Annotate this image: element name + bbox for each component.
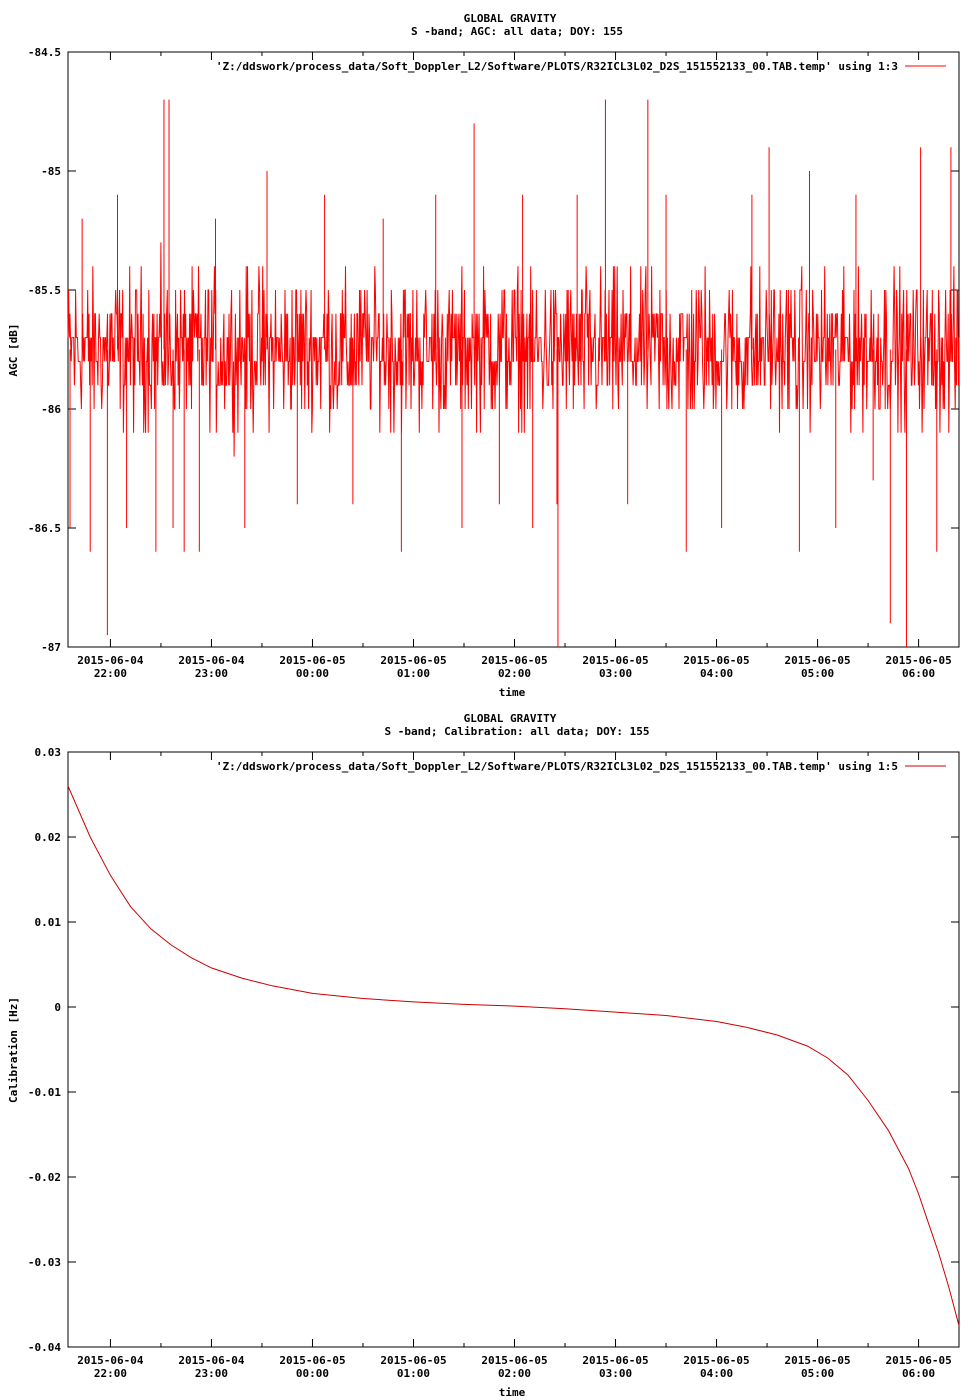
- chart1-xtick-date: 2015-06-05: [481, 654, 547, 667]
- agc-chart: GLOBAL GRAVITY S -band; AGC: all data; D…: [7, 12, 960, 699]
- chart2-xtick-time: 01:00: [397, 1367, 430, 1380]
- chart1-ytick-label: -86: [41, 403, 61, 416]
- chart2-xtick-time: 02:00: [498, 1367, 531, 1380]
- chart1-xtick-date: 2015-06-05: [683, 654, 749, 667]
- chart2-ytick-label: 0.01: [35, 916, 62, 929]
- chart2-xtick-date: 2015-06-05: [885, 1354, 951, 1367]
- chart2-xtick-date: 2015-06-04: [178, 1354, 245, 1367]
- chart2-plot-border: [67, 751, 960, 1348]
- chart1-xlabel: time: [499, 686, 526, 699]
- calibration-series-line: [67, 785, 960, 1326]
- chart2-xtick-time: 00:00: [296, 1367, 329, 1380]
- chart1-xtick-date: 2015-06-04: [178, 654, 245, 667]
- chart1-xtick-time: 06:00: [902, 667, 935, 680]
- chart1-xtick-time: 04:00: [700, 667, 733, 680]
- chart2-title: GLOBAL GRAVITY: [464, 712, 557, 725]
- chart1-ylabel: AGC [dB]: [7, 324, 20, 377]
- chart2-ytick-label: -0.02: [28, 1171, 61, 1184]
- chart2-ytick-label: -0.03: [28, 1256, 61, 1269]
- chart1-xtick-time: 01:00: [397, 667, 430, 680]
- chart1-legend-label: 'Z:/ddswork/process_data/Soft_Doppler_L2…: [216, 60, 898, 73]
- chart2-legend-label: 'Z:/ddswork/process_data/Soft_Doppler_L2…: [216, 760, 898, 773]
- chart1-xtick-time: 03:00: [599, 667, 632, 680]
- chart1-xtick-date: 2015-06-05: [380, 654, 446, 667]
- agc-series-line: [67, 242, 960, 457]
- chart2-xtick-date: 2015-06-04: [77, 1354, 144, 1367]
- chart2-xtick-time: 05:00: [801, 1367, 834, 1380]
- chart1-xtick-time: 00:00: [296, 667, 329, 680]
- chart2-ytick-label: -0.04: [28, 1341, 61, 1354]
- chart2-ytick-label: 0: [54, 1001, 61, 1014]
- chart1-xtick-date: 2015-06-05: [582, 654, 648, 667]
- chart1-ytick-label: -86.5: [28, 522, 61, 535]
- chart1-ytick-label: -84.5: [28, 46, 61, 59]
- chart2-xtick-date: 2015-06-05: [481, 1354, 547, 1367]
- chart2-ytick-label: 0.02: [35, 831, 62, 844]
- chart2-ytick-label: 0.03: [35, 746, 62, 759]
- chart2-xtick-date: 2015-06-05: [683, 1354, 749, 1367]
- chart2-xtick-date: 2015-06-05: [279, 1354, 345, 1367]
- chart1-xtick-date: 2015-06-05: [279, 654, 345, 667]
- chart1-xtick-time: 02:00: [498, 667, 531, 680]
- chart2-xtick-time: 23:00: [195, 1367, 228, 1380]
- chart2-xtick-date: 2015-06-05: [784, 1354, 850, 1367]
- chart2-xtick-time: 03:00: [599, 1367, 632, 1380]
- chart2-xtick-date: 2015-06-05: [582, 1354, 648, 1367]
- chart2-ytick-label: -0.01: [28, 1086, 61, 1099]
- chart2-ylabel: Calibration [Hz]: [7, 997, 20, 1103]
- chart2-xtick-time: 22:00: [94, 1367, 127, 1380]
- chart1-xtick-time: 05:00: [801, 667, 834, 680]
- chart1-xtick-time: 22:00: [94, 667, 127, 680]
- chart1-ytick-label: -87: [41, 641, 61, 654]
- chart1-title: GLOBAL GRAVITY: [464, 12, 557, 25]
- chart2-xtick-time: 06:00: [902, 1367, 935, 1380]
- chart2-xtick-date: 2015-06-05: [380, 1354, 446, 1367]
- chart1-xtick-time: 23:00: [195, 667, 228, 680]
- chart2-xlabel: time: [499, 1386, 526, 1399]
- chart1-xtick-date: 2015-06-05: [784, 654, 850, 667]
- chart2-subtitle: S -band; Calibration: all data; DOY: 155: [385, 725, 650, 738]
- chart2-xtick-time: 04:00: [700, 1367, 733, 1380]
- chart1-ytick-label: -85.5: [28, 284, 61, 297]
- chart1-xtick-date: 2015-06-05: [885, 654, 951, 667]
- calibration-chart: GLOBAL GRAVITY S -band; Calibration: all…: [7, 712, 960, 1399]
- chart1-ytick-label: -85: [41, 165, 61, 178]
- chart1-xtick-date: 2015-06-04: [77, 654, 144, 667]
- chart1-subtitle: S -band; AGC: all data; DOY: 155: [411, 25, 623, 38]
